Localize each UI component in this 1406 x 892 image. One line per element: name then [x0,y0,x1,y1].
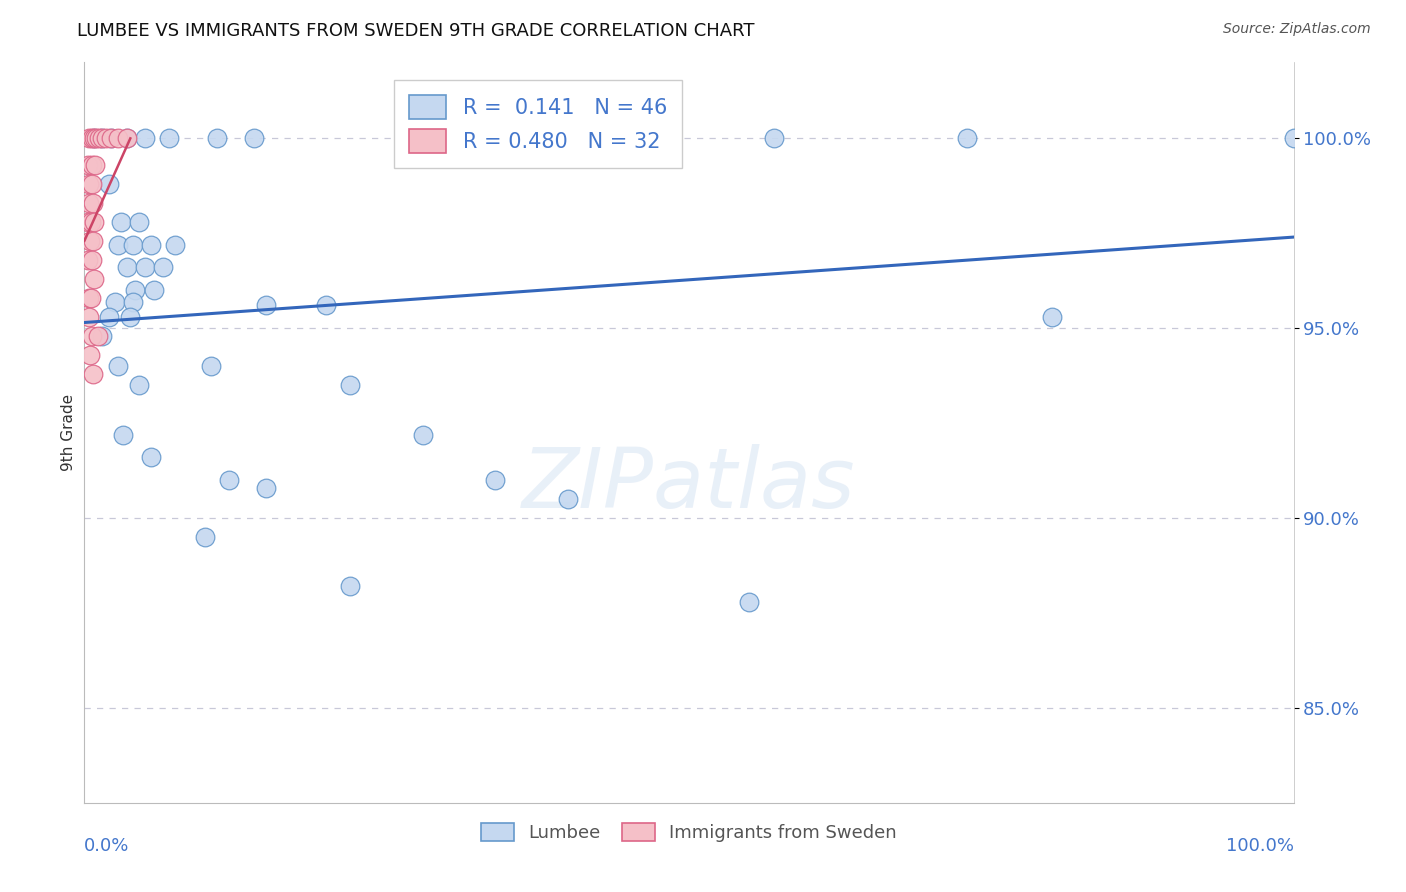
Point [97,310,120,324]
Point [100,131,122,145]
Point [104,294,127,309]
Text: 100.0%: 100.0% [1226,837,1294,855]
Point [115,131,138,145]
Point [956,131,979,145]
Point [218,473,240,487]
Point [1040,310,1063,324]
Point [82,367,104,381]
Point [339,579,361,593]
Point [207,131,229,145]
Point [139,450,162,465]
Point [86,328,108,343]
Point [107,237,129,252]
Point [80,252,103,267]
Point [115,260,138,275]
Point [412,427,434,442]
Point [77,131,100,145]
Point [339,378,361,392]
Point [107,359,129,374]
Point [152,260,174,275]
Point [80,291,103,305]
Point [82,177,104,191]
Point [83,272,105,286]
Point [139,237,162,252]
Point [82,195,104,210]
Text: 0.0%: 0.0% [84,837,129,855]
Point [128,215,150,229]
Point [472,131,495,145]
Point [157,131,180,145]
Point [121,294,143,309]
Point [83,131,105,145]
Point [557,491,579,506]
Point [77,215,100,229]
Point [94,131,117,145]
Point [77,158,100,172]
Point [315,298,337,312]
Point [80,158,103,172]
Point [77,291,100,305]
Point [115,131,138,145]
Text: Source: ZipAtlas.com: Source: ZipAtlas.com [1223,22,1371,37]
Point [77,195,100,210]
Point [200,359,222,374]
Point [97,177,120,191]
Point [134,260,156,275]
Point [107,131,129,145]
Point [112,427,135,442]
Point [762,131,785,145]
Text: ZIPatlas: ZIPatlas [522,444,856,525]
Legend: Lumbee, Immigrants from Sweden: Lumbee, Immigrants from Sweden [474,815,904,849]
Point [83,215,105,229]
Point [80,328,103,343]
Point [86,131,108,145]
Point [1282,131,1305,145]
Text: LUMBEE VS IMMIGRANTS FROM SWEDEN 9TH GRADE CORRELATION CHART: LUMBEE VS IMMIGRANTS FROM SWEDEN 9TH GRA… [77,22,755,40]
Point [82,234,104,248]
Point [110,215,132,229]
Point [242,131,264,145]
Point [100,131,122,145]
Point [120,310,142,324]
Point [254,481,277,495]
Point [124,283,146,297]
Point [738,594,761,608]
Point [87,131,110,145]
Point [80,131,103,145]
Point [128,378,150,392]
Point [91,131,114,145]
Point [77,177,100,191]
Point [134,131,156,145]
Point [79,348,101,362]
Point [194,530,217,544]
Point [83,131,105,145]
Point [484,473,506,487]
Point [79,234,101,248]
Point [143,283,166,297]
Point [77,252,100,267]
Point [165,237,187,252]
Point [254,298,277,312]
Point [91,328,114,343]
Y-axis label: 9th Grade: 9th Grade [60,394,76,471]
Point [84,158,107,172]
Point [77,310,100,324]
Point [80,215,103,229]
Point [121,237,143,252]
Point [91,131,114,145]
